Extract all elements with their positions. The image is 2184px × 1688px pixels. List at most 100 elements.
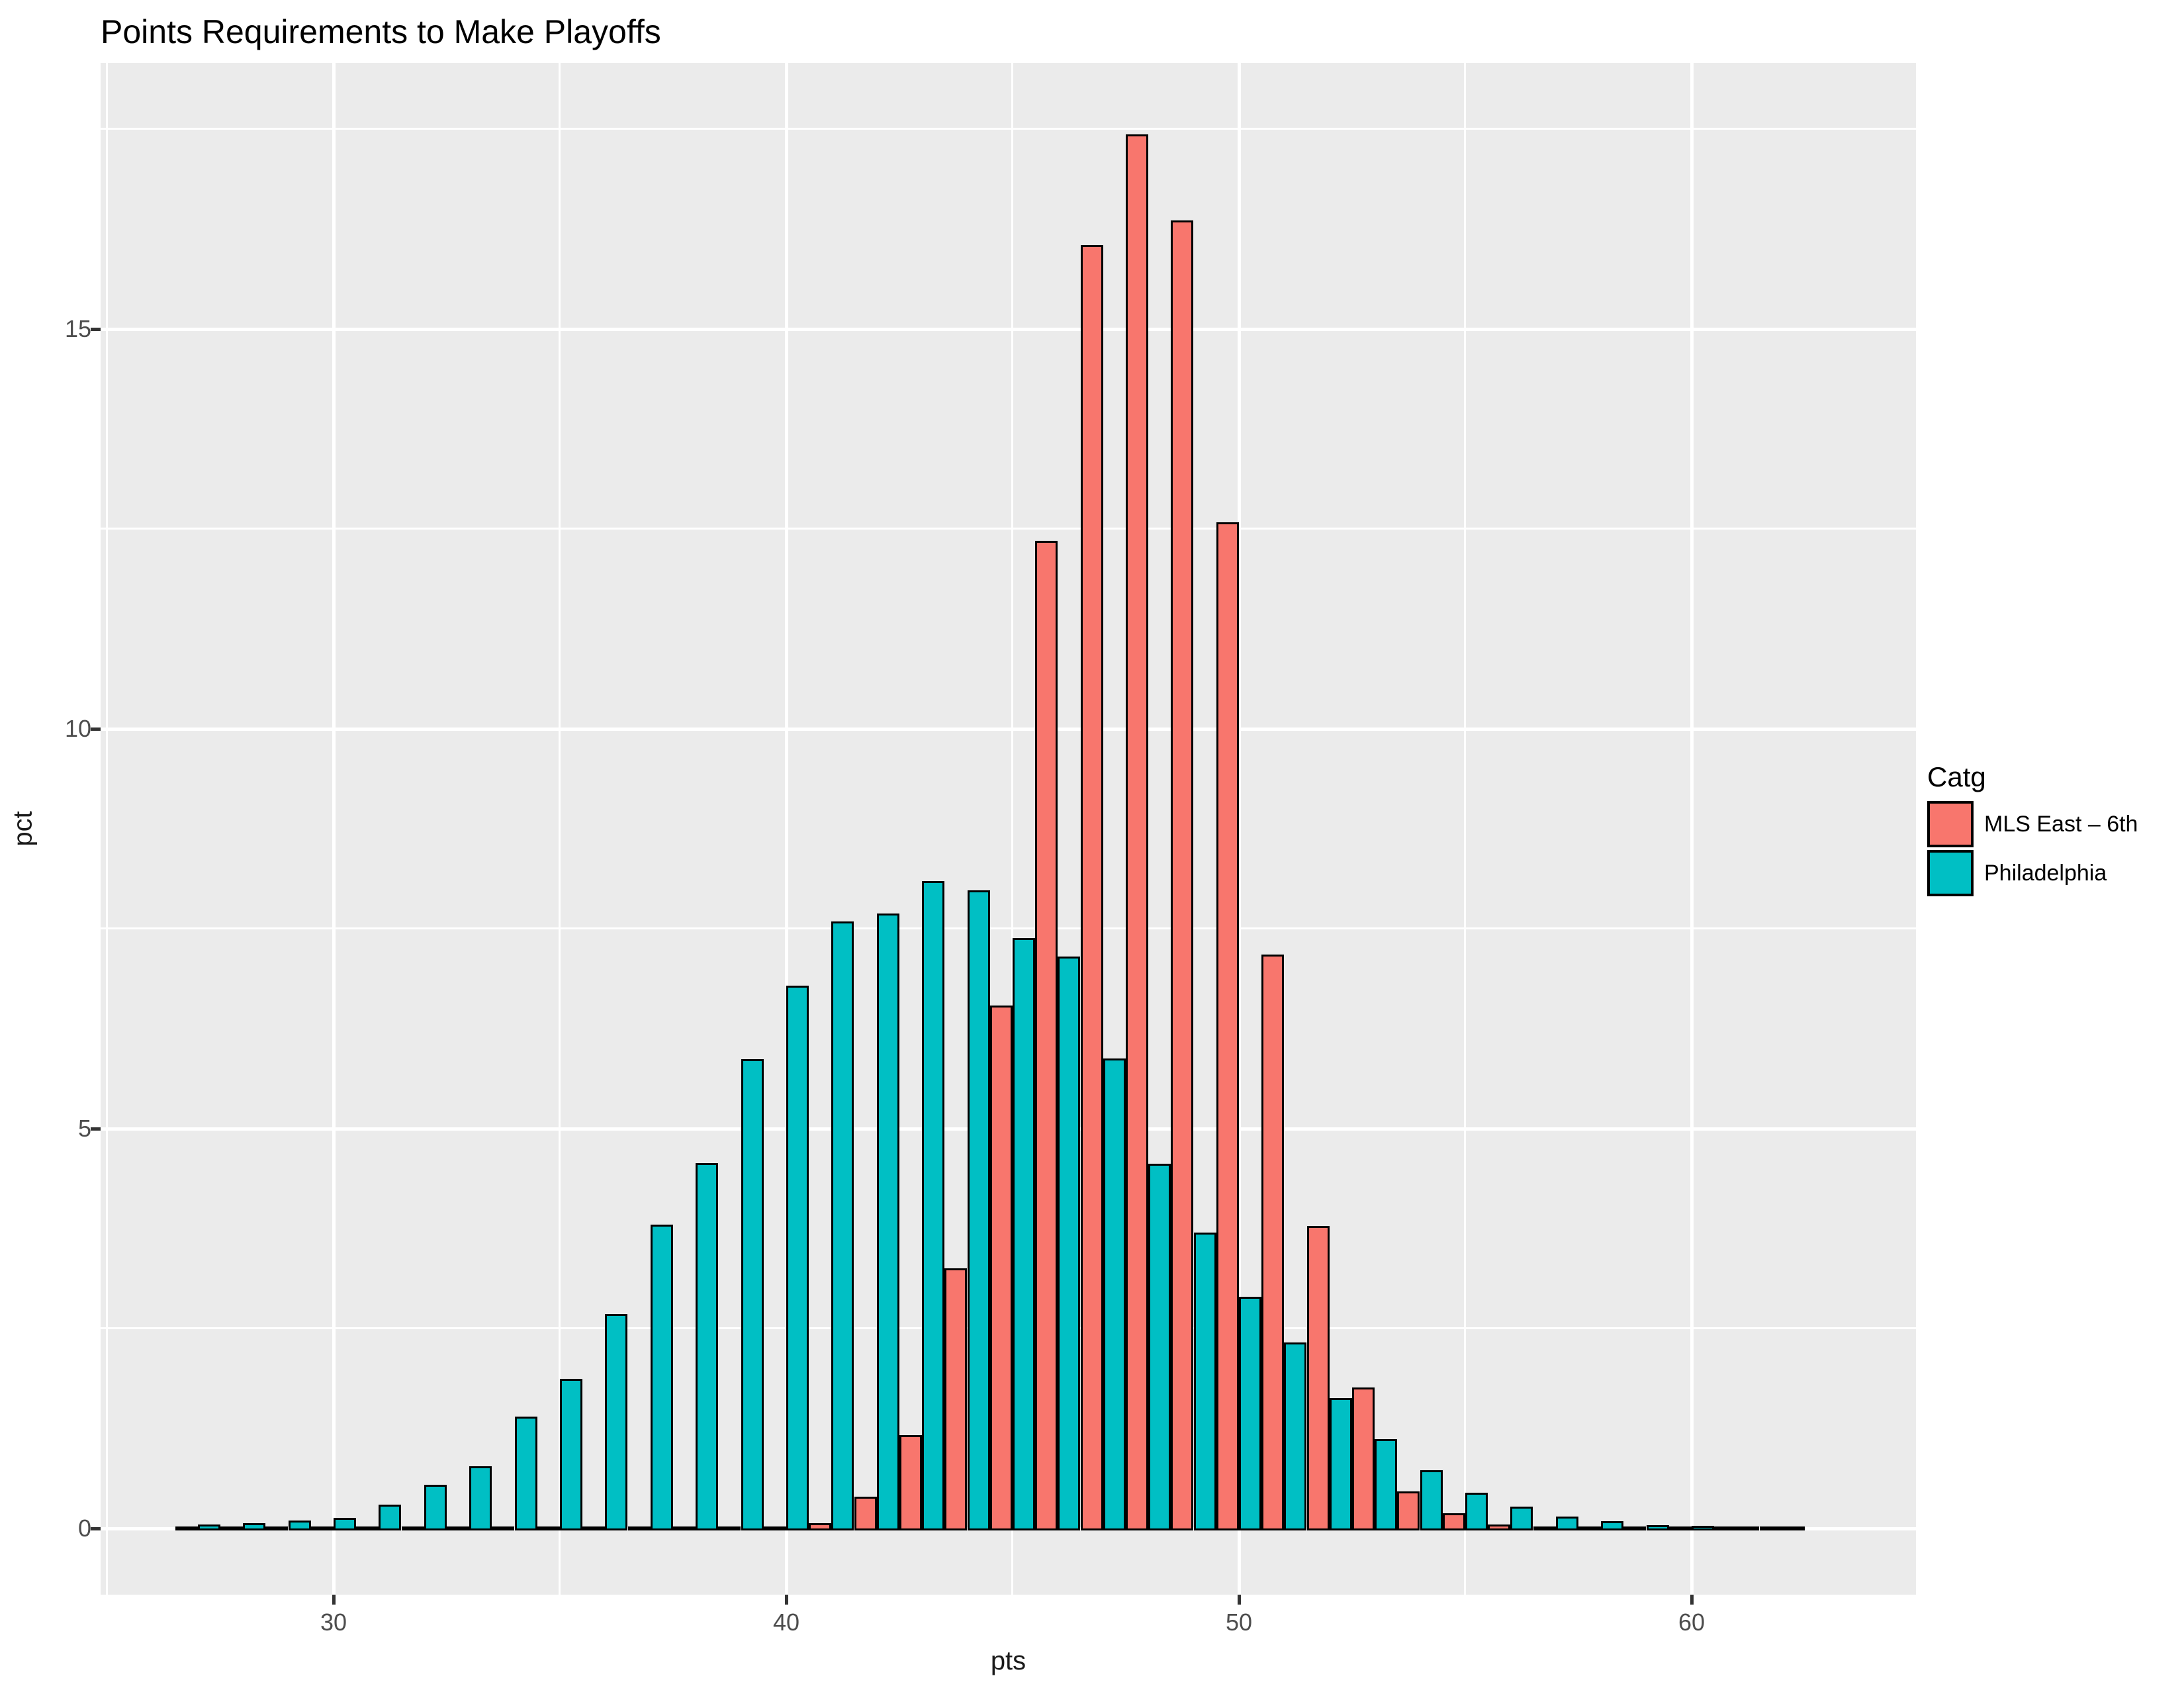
bar-mls-43 [899,1434,922,1530]
bar-mls-33 [447,1526,469,1530]
y-minor-gridline [101,128,1916,130]
bar-phl-37 [651,1224,673,1530]
x-tick-label: 60 [1678,1609,1706,1636]
bar-mls-48 [1126,134,1148,1530]
bar-mls-42 [854,1496,877,1530]
bar-mls-39 [718,1526,741,1530]
bar-phl-40 [786,985,809,1530]
x-major-gridline [784,63,788,1595]
legend-entry-mls-east-6th: MLS East – 6th [1927,801,2138,847]
chart-title: Points Requirements to Make Playoffs [101,13,661,50]
legend-label-philadelphia: Philadelphia [1984,861,2107,886]
y-major-gridline [101,327,1916,331]
bar-mls-35 [537,1526,560,1530]
bar-phl-42 [877,914,899,1530]
bar-mls-52 [1307,1226,1330,1530]
bar-mls-60 [1669,1526,1692,1530]
legend: Catg MLS East – 6th Philadelphia [1927,761,2138,899]
bar-phl-34 [515,1416,537,1530]
y-tick-label: 10 [64,715,91,742]
bar-mls-32 [402,1526,424,1530]
bar-mls-62 [1760,1526,1782,1530]
bar-mls-27 [175,1526,198,1530]
bar-phl-56 [1510,1507,1533,1530]
bar-mls-41 [809,1523,831,1530]
bar-phl-54 [1420,1470,1443,1530]
bar-mls-28 [220,1526,243,1530]
bar-mls-53 [1352,1387,1375,1530]
bar-phl-44 [968,890,990,1530]
x-tick-mark [332,1595,336,1605]
bar-phl-30 [334,1518,356,1530]
bar-phl-45 [1013,938,1035,1530]
bar-mls-55 [1443,1513,1465,1530]
bar-mls-61 [1714,1526,1737,1530]
x-tick-label: 50 [1225,1609,1253,1636]
y-tick-label: 0 [77,1515,91,1542]
legend-key-mls-east-6th [1927,801,1974,847]
bar-phl-38 [696,1162,718,1530]
bar-phl-50 [1239,1296,1261,1530]
bar-phl-35 [560,1379,582,1530]
bar-phl-55 [1465,1492,1488,1530]
x-tick-label: 30 [320,1609,347,1636]
bar-mls-49 [1171,220,1193,1530]
y-tick-mark [91,1526,101,1530]
bar-mls-51 [1261,954,1284,1530]
x-major-gridline [332,63,336,1595]
bar-phl-39 [741,1058,764,1530]
x-axis-title: pts [990,1646,1026,1675]
bar-phl-36 [605,1314,627,1530]
y-major-gridline [101,727,1916,731]
bar-mls-57 [1533,1526,1556,1530]
bar-phl-53 [1375,1438,1397,1530]
bar-phl-61 [1737,1526,1759,1530]
bar-phl-33 [469,1466,492,1530]
x-minor-gridline [1464,63,1466,1595]
bar-phl-32 [424,1484,447,1530]
x-tick-mark [784,1595,788,1605]
bar-mls-59 [1623,1526,1646,1530]
bar-phl-48 [1148,1164,1171,1530]
legend-label-mls-east-6th: MLS East – 6th [1984,812,2138,837]
bar-phl-47 [1103,1058,1126,1530]
bar-mls-29 [265,1526,288,1530]
bar-phl-27 [198,1524,220,1530]
bar-phl-29 [289,1520,311,1530]
x-tick-label: 40 [772,1609,800,1636]
y-minor-gridline [101,528,1916,530]
y-axis-title: pct [8,811,38,847]
y-tick-mark [91,327,101,331]
bar-phl-60 [1692,1526,1714,1530]
bar-mls-54 [1397,1491,1420,1530]
x-major-gridline [1237,63,1241,1595]
bar-phl-51 [1284,1342,1306,1530]
legend-key-philadelphia [1927,850,1974,896]
bar-mls-58 [1578,1526,1601,1530]
y-tick-mark [91,727,101,731]
bar-mls-37 [628,1526,651,1530]
bar-mls-36 [582,1526,605,1530]
bar-phl-49 [1194,1233,1216,1530]
bar-phl-52 [1330,1398,1352,1530]
bar-phl-43 [922,880,944,1530]
bar-phl-41 [831,921,854,1530]
bar-mls-50 [1216,522,1239,1530]
bar-mls-34 [492,1526,514,1530]
bar-phl-57 [1556,1516,1578,1530]
y-tick-mark [91,1127,101,1131]
bar-mls-56 [1488,1524,1510,1530]
bar-mls-47 [1081,245,1103,1530]
bar-phl-59 [1647,1525,1669,1530]
bar-phl-31 [379,1504,401,1530]
bar-mls-46 [1035,541,1058,1530]
x-tick-mark [1690,1595,1694,1605]
bar-phl-46 [1058,957,1080,1530]
x-minor-gridline [559,63,561,1595]
bar-mls-31 [356,1526,379,1530]
y-tick-label: 15 [64,315,91,342]
y-tick-label: 5 [77,1115,91,1142]
bar-mls-38 [673,1526,696,1530]
legend-entry-philadelphia: Philadelphia [1927,850,2138,896]
